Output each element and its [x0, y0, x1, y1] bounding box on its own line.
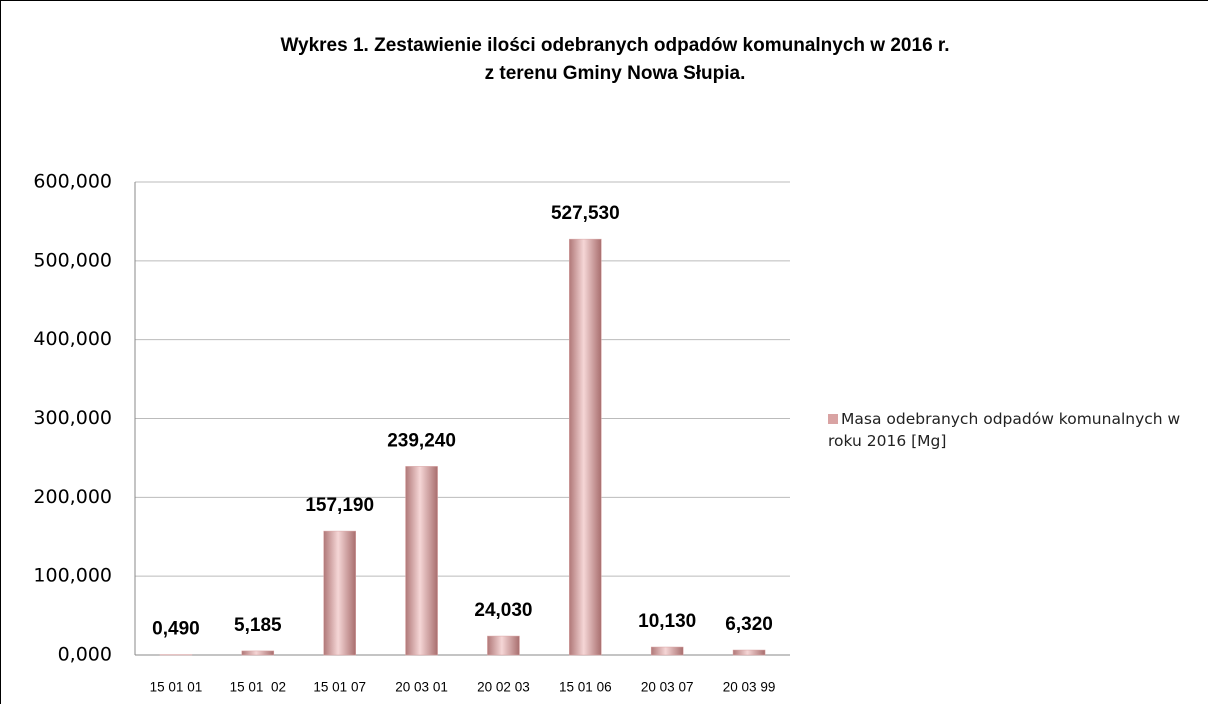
- y-tick-label: 0,000: [58, 644, 112, 666]
- bar: [323, 530, 356, 656]
- x-tick-label: 20 03 01: [395, 680, 448, 695]
- bar: [241, 650, 275, 656]
- bar: [569, 238, 602, 656]
- y-tick-label: 500,000: [33, 249, 112, 271]
- data-label: 239,240: [387, 430, 456, 451]
- data-label: 5,185: [234, 615, 282, 636]
- legend: Masa odebranych odpadów komunalnych w ro…: [828, 408, 1203, 452]
- data-label: 157,190: [305, 495, 374, 516]
- bar: [732, 649, 766, 656]
- y-tick-label: 100,000: [33, 565, 112, 587]
- bar: [487, 635, 520, 656]
- bar: [405, 466, 438, 656]
- y-tick-label: 600,000: [33, 171, 112, 193]
- bar: [650, 646, 684, 656]
- x-tick-label: 20 03 07: [641, 680, 694, 695]
- y-tick-label: 200,000: [33, 486, 112, 508]
- data-label: 0,490: [152, 619, 200, 640]
- legend-label: Masa odebranych odpadów komunalnych w ro…: [828, 410, 1181, 450]
- x-tick-label: 20 03 99: [723, 680, 776, 695]
- chart-title: Wykres 1. Zestawienie ilości odebranych …: [280, 35, 949, 56]
- y-tick-label: 400,000: [33, 328, 112, 350]
- x-tick-label: 20 02 03: [477, 680, 530, 695]
- data-label: 6,320: [725, 614, 773, 635]
- data-label: 24,030: [474, 600, 532, 621]
- data-label: 10,130: [638, 611, 696, 632]
- chart-title: z terenu Gminy Nowa Słupia.: [485, 63, 746, 84]
- data-label: 527,530: [551, 203, 620, 224]
- x-tick-label: 15 01 01: [150, 680, 203, 695]
- x-tick-label: 15 01 06: [559, 680, 612, 695]
- y-tick-label: 300,000: [33, 407, 112, 429]
- x-tick-label: 15 01 07: [313, 680, 366, 695]
- legend-swatch: [828, 414, 838, 424]
- x-tick-label: 15 01 02: [230, 680, 286, 695]
